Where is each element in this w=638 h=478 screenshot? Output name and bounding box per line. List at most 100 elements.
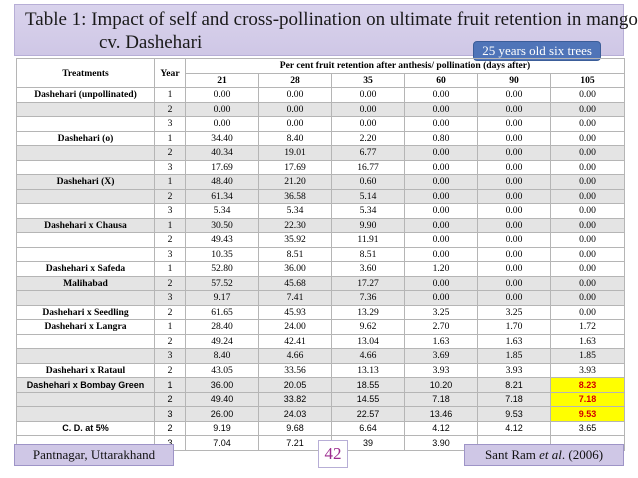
year-cell: 3 [154,348,186,364]
retention-value-cell: 5.34 [258,203,332,219]
retention-value-cell: 0.00 [477,101,551,117]
retention-value-cell: 0.00 [477,246,551,262]
year-cell: 2 [154,232,186,248]
retention-value-cell: 0.00 [477,217,551,233]
retention-value-cell: 3.25 [477,304,551,320]
retention-group-header: Per cent fruit retention after anthesis/… [185,58,625,74]
year-cell: 1 [154,377,186,393]
retention-value-cell: 0.00 [404,116,478,132]
treatment-cell: C. D. at 5% [16,420,155,436]
retention-value-cell: 0.00 [550,145,625,161]
location-label: Pantnagar, Uttarakhand [14,444,174,466]
year-cell: 1 [154,217,186,233]
retention-value-cell: 19.01 [258,145,332,161]
retention-value-cell: 8.40 [258,130,332,146]
retention-value-cell: 16.77 [331,159,405,175]
retention-value-cell: 2.70 [404,319,478,335]
citation-author: Sant Ram [484,447,540,462]
table-row: 3 0.00 0.00 0.00 0.00 0.00 0.00 [16,116,625,132]
year-cell: 1 [154,87,186,103]
year-cell: 2 [154,101,186,117]
retention-value-cell: 0.00 [404,275,478,291]
title-banner: Table 1: Impact of self and cross-pollin… [14,4,638,61]
retention-value-cell: 8.51 [258,246,332,262]
retention-value-cell: 0.00 [550,290,625,306]
retention-value-cell: 0.00 [477,87,551,103]
retention-value-cell: 1.20 [404,261,478,277]
table-row: Dashehari x Safeda 1 52.80 36.00 3.60 1.20 0.0… [16,261,625,277]
retention-value-cell: 3.93 [550,362,625,378]
retention-value-cell: 0.00 [404,217,478,233]
year-cell: 2 [154,333,186,349]
treatment-cell [16,333,155,349]
retention-value-cell: 0.00 [404,188,478,204]
table-row: C. D. at 5% 2 9.19 9.68 6.64 4.12 4.12 3.65 [16,420,625,436]
retention-value-cell: 8.21 [477,377,551,393]
retention-value-cell: 61.65 [185,304,259,320]
treatment-cell: Malihabad [16,275,155,291]
treatment-cell: Dashehari (o) [16,130,155,146]
retention-value-cell: 0.00 [550,101,625,117]
table-row: Dashehari x Seedling 2 61.65 45.93 13.29 3.25… [16,304,625,320]
retention-value-cell: 0.00 [477,188,551,204]
table-row: Dashehari (X) 1 48.40 21.20 0.60 0.00 0.00 0.00 [16,174,625,190]
table-row: Dashehari x Bombay Green 1 36.00 20.05 18.55… [16,377,625,393]
year-cell: 1 [154,319,186,335]
table-row: 2 40.34 19.01 6.77 0.00 0.00 0.00 [16,145,625,161]
retention-value-cell: 1.85 [550,348,625,364]
retention-value-cell: 7.18 [404,391,478,407]
retention-value-cell: 5.14 [331,188,405,204]
retention-value-cell: 18.55 [331,377,405,393]
treatment-cell [16,145,155,161]
table-row: 2 49.43 35.92 11.91 0.00 0.00 0.00 [16,232,625,248]
retention-value-cell: 2.20 [331,130,405,146]
treatment-cell [16,116,155,132]
retention-value-cell: 0.00 [550,246,625,262]
table-row: Dashehari (o) 1 34.40 8.40 2.20 0.80 0.00 0.00 [16,130,625,146]
retention-value-cell: 33.56 [258,362,332,378]
year-cell: 2 [154,145,186,161]
retention-value-cell: 6.64 [331,420,405,436]
retention-value-cell: 0.00 [550,203,625,219]
retention-value-cell: 0.00 [477,203,551,219]
retention-value-cell: 0.00 [404,290,478,306]
retention-value-cell: 36.58 [258,188,332,204]
retention-value-cell: 0.00 [331,101,405,117]
retention-value-cell: 9.17 [185,290,259,306]
page-number: 42 [318,440,348,468]
retention-value-cell: 24.03 [258,406,332,422]
retention-value-cell: 52.80 [185,261,259,277]
year-cell: 3 [154,159,186,175]
year-cell: 2 [154,420,186,436]
retention-value-cell: 0.00 [550,188,625,204]
treatment-cell [16,101,155,117]
retention-value-cell: 1.72 [550,319,625,335]
retention-value-cell: 7.04 [185,435,259,451]
table-row: 2 49.24 42.41 13.04 1.63 1.63 1.63 [16,333,625,349]
retention-value-cell: 1.85 [477,348,551,364]
page-subtitle: cv. Dashehari [99,32,203,53]
retention-value-cell: 11.91 [331,232,405,248]
retention-value-cell: 0.00 [477,116,551,132]
retention-value-cell: 7.41 [258,290,332,306]
retention-value-cell: 0.00 [404,87,478,103]
retention-value-cell: 0.00 [550,217,625,233]
retention-value-cell: 0.00 [550,87,625,103]
treatment-cell: Dashehari x Langra [16,319,155,335]
retention-value-cell: 4.12 [404,420,478,436]
year-cell: 3 [154,290,186,306]
retention-value-cell: 22.30 [258,217,332,233]
treatment-cell [16,290,155,306]
year-cell: 3 [154,116,186,132]
retention-value-cell: 0.00 [258,116,332,132]
year-cell: 3 [154,246,186,262]
treatment-cell: Dashehari x Chausa [16,217,155,233]
retention-value-cell: 0.00 [404,174,478,190]
treatment-cell [16,348,155,364]
retention-value-cell: 9.19 [185,420,259,436]
retention-value-cell: 30.50 [185,217,259,233]
retention-value-cell: 0.00 [477,130,551,146]
retention-value-cell: 10.35 [185,246,259,262]
retention-value-cell: 7.36 [331,290,405,306]
retention-value-cell: 0.00 [550,130,625,146]
